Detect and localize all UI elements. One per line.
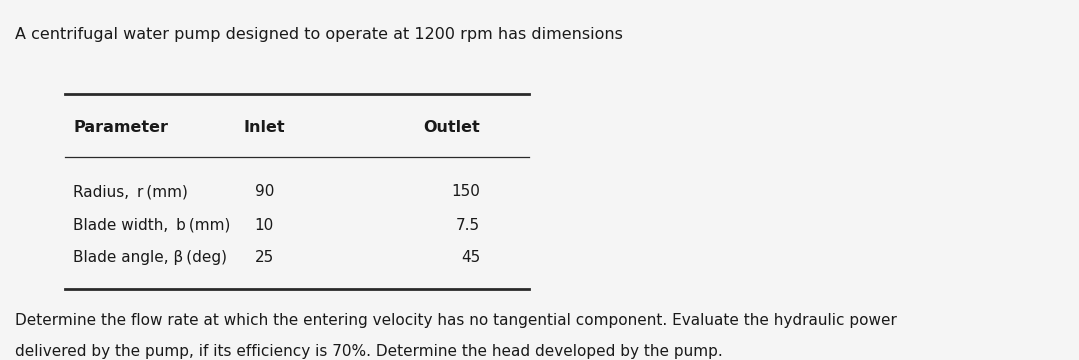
Text: 45: 45 [461,250,480,265]
Text: Determine the flow rate at which the entering velocity has no tangential compone: Determine the flow rate at which the ent… [15,313,897,328]
Text: 150: 150 [451,184,480,199]
Text: Outlet: Outlet [423,120,480,135]
Text: delivered by the pump, if its efficiency is 70%. Determine the head developed by: delivered by the pump, if its efficiency… [15,344,723,359]
Text: Blade width,  b (mm): Blade width, b (mm) [73,217,231,233]
Text: Radius,  r (mm): Radius, r (mm) [73,184,188,199]
Text: 90: 90 [255,184,274,199]
Text: 10: 10 [255,217,274,233]
Text: 7.5: 7.5 [456,217,480,233]
Text: A centrifugal water pump designed to operate at 1200 rpm has dimensions: A centrifugal water pump designed to ope… [15,27,623,42]
Text: Parameter: Parameter [73,120,168,135]
Text: Inlet: Inlet [244,120,285,135]
Text: Blade angle, β (deg): Blade angle, β (deg) [73,250,228,265]
Text: 25: 25 [255,250,274,265]
